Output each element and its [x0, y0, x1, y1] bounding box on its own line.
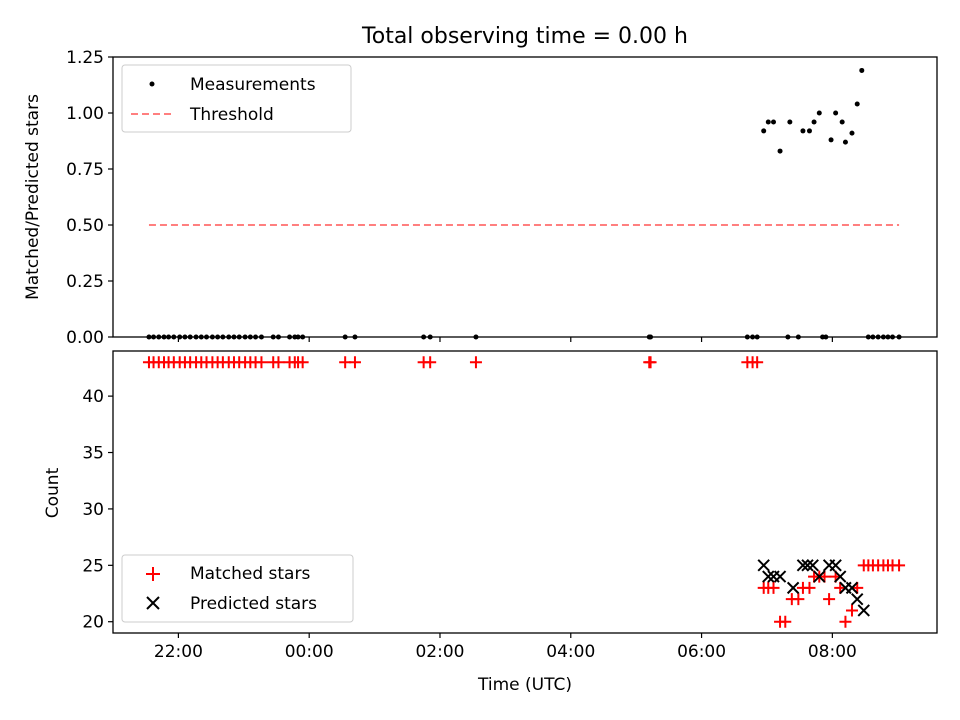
- x-tick-label: 00:00: [285, 642, 334, 662]
- legend-matched-marker: [146, 567, 160, 581]
- y-tick-label: 35: [82, 444, 104, 464]
- y-tick-label: 0.50: [66, 216, 104, 236]
- measurement-point: [828, 137, 834, 143]
- top-plot-frame: [112, 56, 938, 338]
- bottom-panel-marks: [142, 356, 906, 628]
- matched-star-point: [845, 604, 858, 617]
- x-axis-label: Time (UTC): [477, 675, 572, 695]
- measurement-point: [777, 148, 783, 154]
- measurement-point: [816, 110, 822, 116]
- predicted-star-point: [851, 592, 864, 606]
- matched-star-point: [424, 356, 437, 369]
- x-tick-label: 06:00: [677, 642, 726, 662]
- bottom-legend-box: [121, 554, 354, 623]
- predicted-star-point: [834, 570, 847, 583]
- bottom-axes: 20 25 30 35 40 22:00 00:00 02:00 04:00 06:00 08:00: [82, 387, 857, 662]
- y-tick-label: 1.25: [66, 48, 104, 68]
- legend-matched-label: Matched stars: [190, 564, 310, 584]
- matched-star-point: [348, 356, 361, 369]
- measurement-point: [811, 119, 817, 125]
- y-tick-label: 25: [82, 556, 104, 576]
- matched-star-point: [272, 356, 285, 369]
- predicted-star-point: [806, 559, 819, 572]
- legend-threshold-label: Threshold: [189, 105, 274, 125]
- y-tick-label: 40: [82, 387, 104, 407]
- matched-star-point: [792, 593, 805, 606]
- measurement-point: [839, 119, 845, 125]
- bottom-legend: Matched stars Predicted stars: [121, 554, 354, 623]
- matched-star-point: [839, 615, 852, 628]
- predicted-star-point: [757, 559, 770, 572]
- y-tick-label: 0.25: [66, 272, 104, 292]
- measurement-point: [854, 101, 860, 107]
- x-tick-label: 22:00: [154, 642, 203, 662]
- matched-star-point: [823, 593, 836, 606]
- x-tick-label: 04:00: [546, 642, 595, 662]
- matched-star-point: [893, 559, 906, 572]
- legend-measurements-label: Measurements: [190, 75, 316, 95]
- matched-star-point: [469, 356, 482, 369]
- predicted-star-point: [786, 581, 800, 595]
- matched-star-point: [644, 356, 657, 369]
- predicted-star-point: [813, 570, 826, 583]
- bottom-y-axis-label: Count: [43, 467, 63, 518]
- top-axes: 0.00 0.25 0.50 0.75 1.00 1.25: [66, 48, 833, 348]
- top-legend-box: [121, 64, 352, 133]
- matched-star-point: [779, 615, 792, 628]
- x-tick-label: 02:00: [415, 642, 464, 662]
- top-y-axis-label: Matched/Predicted stars: [23, 94, 43, 300]
- y-tick-label: 30: [82, 500, 104, 520]
- measurement-point: [833, 110, 839, 116]
- x-tick-label: 08:00: [808, 642, 857, 662]
- legend-predicted-label: Predicted stars: [190, 594, 317, 614]
- y-tick-label: 0.75: [66, 160, 104, 180]
- measurement-point: [771, 119, 777, 125]
- measurement-point: [842, 139, 848, 145]
- top-legend: Measurements Threshold: [121, 64, 352, 133]
- predicted-star-point: [845, 581, 859, 595]
- chart-title: Total observing time = 0.00 h: [361, 24, 688, 49]
- matched-star-point: [803, 581, 816, 594]
- predicted-star-point: [773, 570, 787, 583]
- predicted-star-point: [857, 604, 870, 617]
- predicted-star-point: [796, 559, 810, 572]
- y-tick-label: 0.00: [66, 328, 104, 348]
- legend-measurements-marker: [149, 81, 155, 87]
- matched-star-point: [767, 581, 780, 594]
- measurement-point: [761, 128, 767, 134]
- measurement-point: [859, 67, 865, 73]
- bottom-plot-frame: [112, 350, 938, 634]
- measurement-point: [806, 128, 812, 134]
- y-tick-label: 20: [82, 613, 104, 633]
- matched-star-point: [296, 356, 309, 369]
- predicted-star-point: [801, 559, 814, 572]
- measurement-point: [849, 130, 855, 136]
- measurement-point: [765, 119, 771, 125]
- matched-star-point: [255, 356, 268, 369]
- predicted-star-point: [762, 570, 775, 583]
- predicted-star-point: [829, 559, 842, 572]
- matched-star-point: [751, 356, 764, 369]
- measurement-point: [800, 128, 806, 134]
- y-tick-label: 1.00: [66, 104, 104, 124]
- measurement-point: [787, 119, 793, 125]
- legend-predicted-marker: [146, 596, 160, 610]
